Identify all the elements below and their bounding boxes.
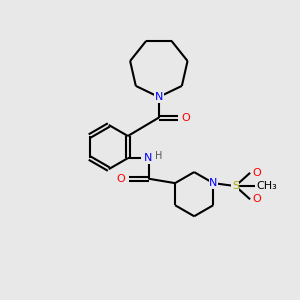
Text: N: N [144,153,153,163]
Text: CH₃: CH₃ [256,181,277,191]
Text: O: O [182,112,190,123]
Text: N: N [209,178,218,188]
Text: S: S [232,181,239,191]
Text: N: N [154,92,163,102]
Text: H: H [155,151,162,161]
Text: O: O [252,194,261,204]
Text: O: O [252,168,261,178]
Text: O: O [117,174,125,184]
